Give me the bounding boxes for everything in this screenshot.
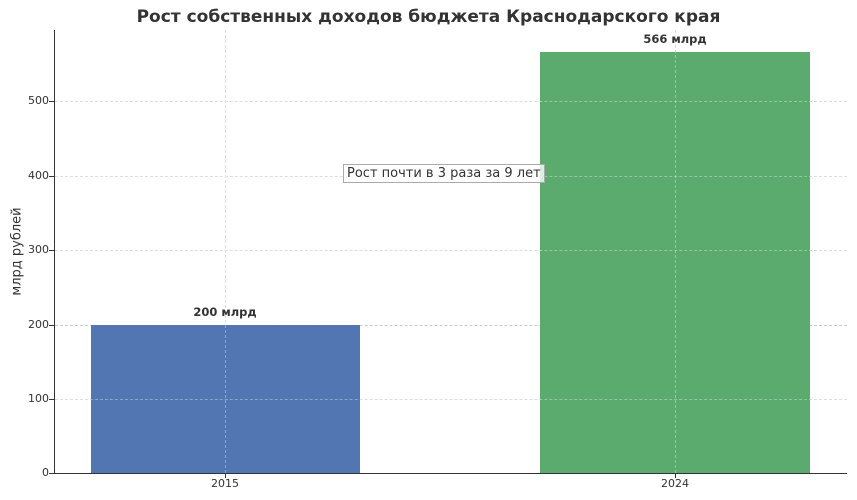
gridline-y-500 [55, 101, 847, 102]
gridline-y-200 [55, 325, 847, 326]
chart-title: Рост собственных доходов бюджета Краснод… [136, 7, 721, 27]
y-tick-label-0: 0 [42, 466, 49, 479]
y-tick-label-200: 200 [28, 318, 49, 331]
growth-annotation: Рост почти в 3 раза за 9 лет [343, 164, 545, 183]
x-tick [225, 473, 226, 478]
y-tick [49, 325, 54, 326]
y-tick-label-400: 400 [28, 169, 49, 182]
gridline-overlay [225, 30, 226, 473]
y-tick-label-300: 300 [28, 243, 49, 256]
gridline-overlay [55, 250, 847, 251]
y-tick [49, 176, 54, 177]
y-tick-label-500: 500 [28, 94, 49, 107]
gridline-y-100 [55, 399, 847, 400]
y-tick-label-100: 100 [28, 392, 49, 405]
x-axis-line [54, 473, 847, 474]
gridline-overlay [675, 30, 676, 473]
bar-2024 [540, 52, 810, 473]
y-axis-line [54, 30, 55, 474]
x-tick-label-2015: 2015 [211, 477, 239, 490]
gridline-x-2015 [225, 30, 226, 473]
gridline-overlay [55, 101, 847, 102]
y-tick [49, 399, 54, 400]
gridline-overlay [55, 399, 847, 400]
y-tick [49, 250, 54, 251]
y-tick [49, 101, 54, 102]
y-tick [49, 473, 54, 474]
bar-label-2024: 566 млрд [643, 32, 707, 46]
x-tick [675, 473, 676, 478]
bar-label-2015: 200 млрд [193, 305, 257, 319]
gridline-y-300 [55, 250, 847, 251]
x-tick-label-2024: 2024 [661, 477, 689, 490]
bar-2015 [91, 325, 360, 473]
